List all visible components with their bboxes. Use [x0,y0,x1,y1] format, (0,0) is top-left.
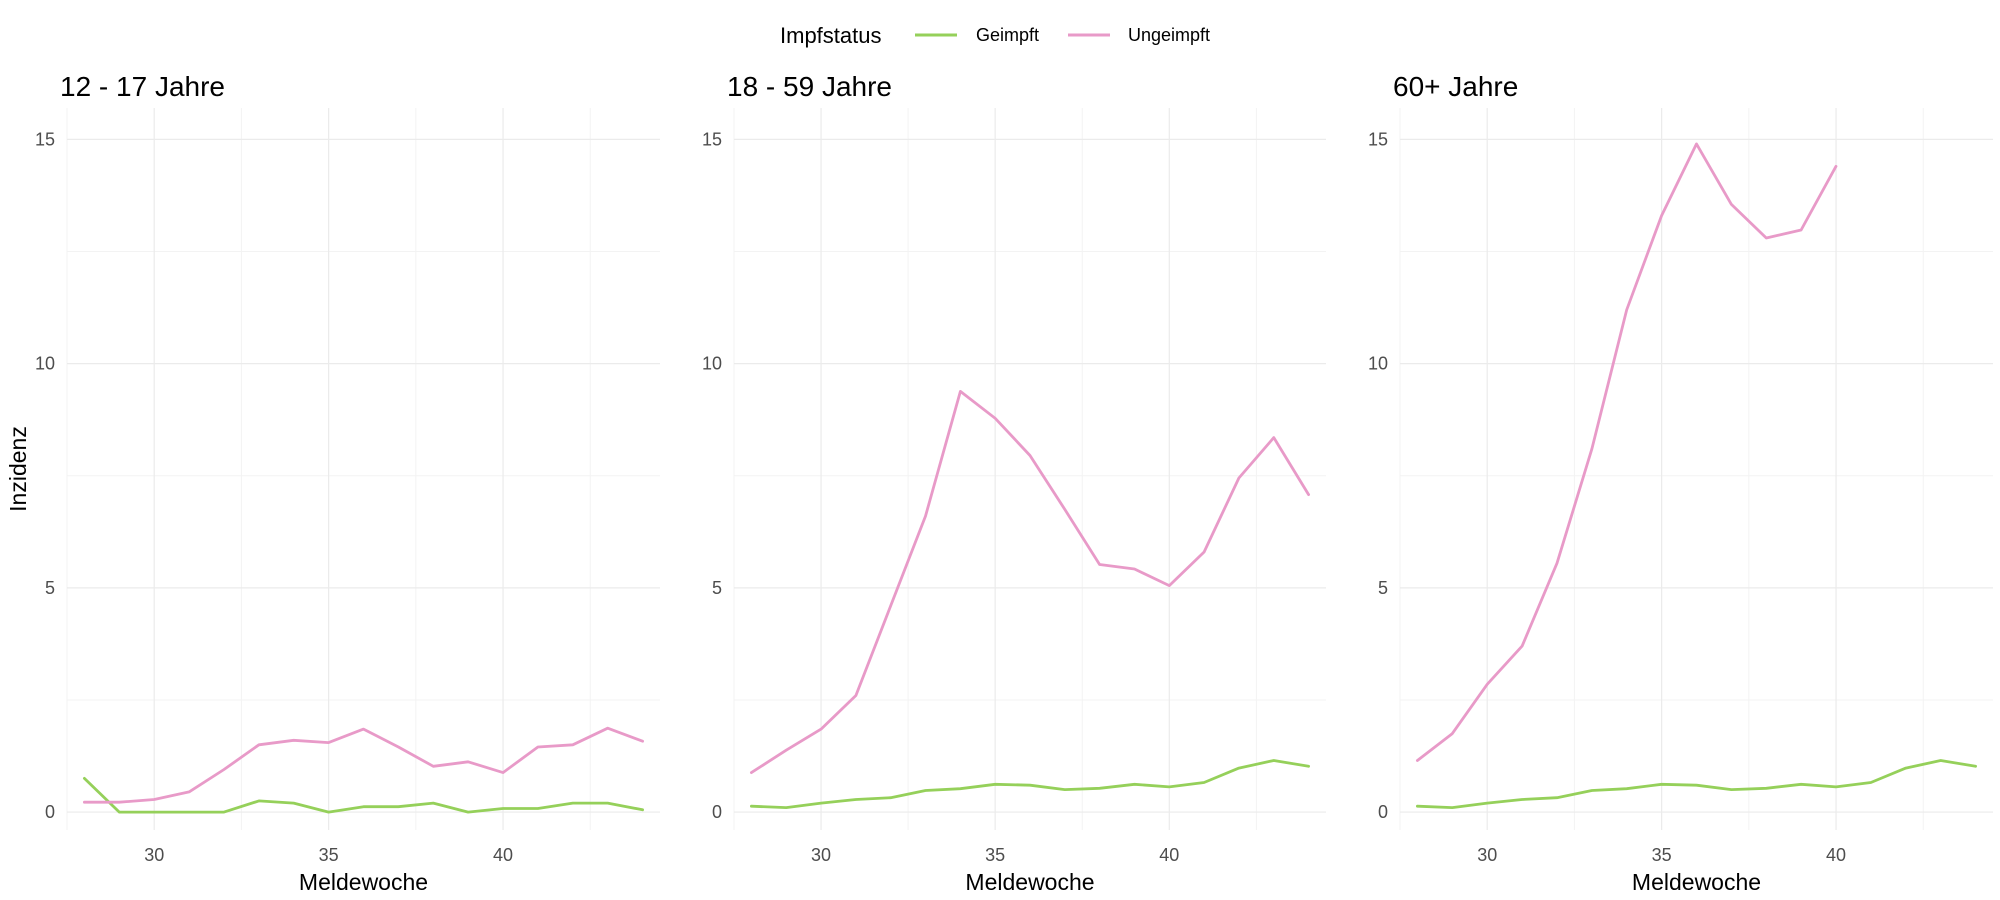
series-line-geimpft [83,777,644,814]
panel-title: 60+ Jahre [1393,71,1518,102]
y-tick-label: 15 [702,129,722,149]
panel-1: 0 5 10 15 30 35 40 12 - 17 Jahre Meldewoche [35,71,660,895]
x-tick-label: 30 [1477,845,1497,865]
y-tick-label: 5 [45,578,55,598]
y-tick-label: 0 [45,802,55,822]
panel-title: 18 - 59 Jahre [727,71,892,102]
panel-title: 12 - 17 Jahre [60,71,225,102]
x-axis-title: Meldewoche [965,869,1094,895]
y-tick-label: 15 [1368,129,1388,149]
legend-label: Ungeimpft [1128,25,1210,45]
legend-label: Geimpft [976,25,1039,45]
x-tick-label: 35 [985,845,1005,865]
y-tick-label: 0 [1378,802,1388,822]
legend: Impfstatus Geimpft Ungeimpft [780,23,1210,48]
x-tick-label: 40 [1159,845,1179,865]
x-tick-label: 35 [319,845,339,865]
y-tick-label: 0 [712,802,722,822]
x-tick-label: 40 [493,845,513,865]
x-axis-title: Meldewoche [299,869,428,895]
y-tick-label: 10 [35,354,55,374]
x-axis-title: Meldewoche [1632,869,1761,895]
legend-title: Impfstatus [780,23,881,48]
legend-entry-geimpft: Geimpft [915,25,1039,45]
x-tick-label: 30 [811,845,831,865]
x-tick-label: 40 [1826,845,1846,865]
series-line-ungeimpft [83,726,644,804]
panel-2: 0 5 10 15 30 35 40 18 - 59 Jahre Meldewoche [702,71,1326,895]
y-tick-label: 10 [702,354,722,374]
y-tick-label: 5 [1378,578,1388,598]
series-line-geimpft [750,759,1310,809]
y-axis-title: Inzidenz [5,426,31,512]
x-tick-label: 30 [144,845,164,865]
panels: 0 5 10 15 30 35 40 12 - 17 Jahre Meldewoche 0 5 10 1… [35,71,1993,895]
panel-3: 0 5 10 15 30 35 40 60+ Jahre Meldewoche [1368,71,1993,895]
y-tick-label: 5 [712,578,722,598]
x-tick-label: 35 [1652,845,1672,865]
legend-entry-ungeimpft: Ungeimpft [1068,25,1210,45]
y-tick-label: 10 [1368,354,1388,374]
series-line-geimpft [1416,759,1977,809]
series-line-ungeimpft [750,389,1310,774]
y-tick-label: 15 [35,129,55,149]
series-line-ungeimpft [1416,142,1838,762]
